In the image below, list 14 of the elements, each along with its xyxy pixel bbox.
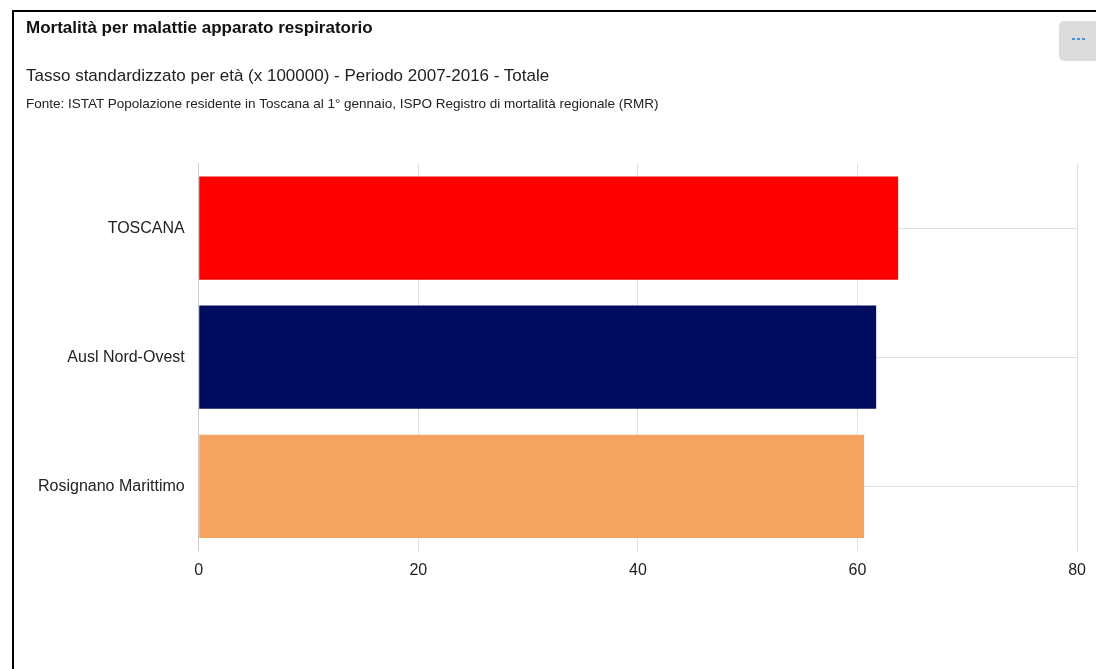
bar (199, 434, 865, 538)
y-tick-label: Ausl Nord-Ovest (67, 347, 186, 365)
source-note: Fonte: ISTAT Popolazione residente in Toscana al 1° gennaio, ISPO Registro di mortalità regionale (RMR) (26, 96, 659, 111)
y-tick-label: Rosignano Marittimo (37, 476, 185, 494)
x-tick-label: 40 (629, 560, 647, 578)
bar (199, 305, 877, 409)
chart-subtitle: Tasso standardizzato per età (x 100000) - Periodo 2007-2016 - Totale (26, 66, 550, 86)
y-tick-label: TOSCANA (107, 218, 186, 236)
chart-title: Mortalità per malattie apparato respiratorio (26, 18, 373, 38)
x-tick-label: 60 (848, 560, 867, 578)
x-tick-label: 80 (1068, 560, 1087, 578)
x-tick-label: 20 (409, 560, 428, 578)
x-tick-label: 0 (194, 560, 204, 578)
bar (199, 176, 899, 280)
